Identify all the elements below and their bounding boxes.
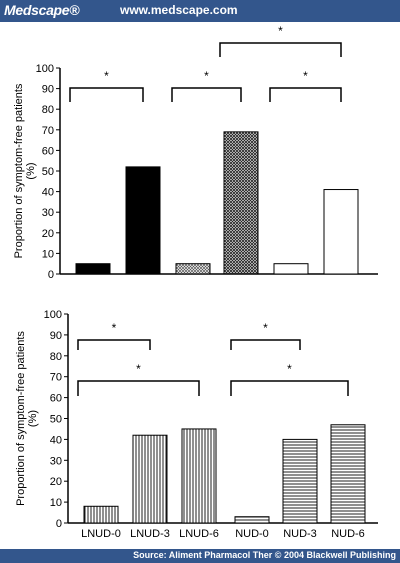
y-tick-label: 60 <box>50 393 62 405</box>
x-tick-label: LNUD-3 <box>130 528 170 540</box>
x-tick-label: All-0 <box>82 279 104 280</box>
x-tick-label: PUD-0 <box>176 279 209 280</box>
significance-star: * <box>204 69 209 83</box>
y-tick-label: 0 <box>48 269 54 280</box>
header-bar: Medscape® www.medscape.com <box>0 0 400 22</box>
significance-bracket <box>230 380 349 396</box>
bar-lnud-0 <box>83 505 119 524</box>
y-axis-label: Proportion of symptom-free patients <box>13 83 25 258</box>
significance-star: * <box>287 362 292 376</box>
significance-star: * <box>112 321 117 335</box>
y-tick-label: 80 <box>42 104 54 116</box>
y-tick-label: 30 <box>50 455 62 467</box>
significance-star: * <box>278 24 283 38</box>
y-tick-label: 10 <box>50 497 62 509</box>
x-tick-label: NPUD-0 <box>271 279 312 280</box>
bar-all-0 <box>75 263 111 275</box>
bar-nud-3 <box>282 438 318 524</box>
x-tick-label: NPUD-3 <box>321 279 362 280</box>
significance-bracket <box>69 87 144 102</box>
significance-star: * <box>263 321 268 335</box>
y-tick-label: 60 <box>42 145 54 157</box>
x-tick-label: LNUD-6 <box>179 528 219 540</box>
source-credit: Source: Aliment Pharmacol Ther © 2004 Bl… <box>133 550 396 560</box>
x-tick-label: LNUD-0 <box>81 528 121 540</box>
y-tick-label: 0 <box>56 518 62 530</box>
y-tick-label: 30 <box>42 207 54 219</box>
bar-pud-0 <box>175 263 211 275</box>
significance-bracket <box>269 87 342 102</box>
y-tick-label: 20 <box>50 476 62 488</box>
bar-all-3 <box>125 166 161 275</box>
bar-lnud-6 <box>181 428 217 524</box>
x-tick-label: NUD-6 <box>331 528 365 540</box>
x-tick-label: PUD-3 <box>224 279 257 280</box>
bar-pud-3 <box>223 131 259 275</box>
significance-bracket <box>230 339 301 350</box>
x-tick-label: All-3 <box>132 279 154 280</box>
y-tick-label: 80 <box>50 351 62 363</box>
site-url: www.medscape.com <box>120 3 238 17</box>
bar-nud-6 <box>330 424 366 524</box>
significance-bracket <box>77 339 151 350</box>
y-tick-label: 40 <box>50 434 62 446</box>
y-tick-label: 100 <box>36 63 54 75</box>
chart-bottom: 0 10 20 30 40 50 60 70 80 90 100 Proportion of symp… <box>15 309 378 540</box>
significance-star: * <box>136 362 141 376</box>
footer-bar: Source: Aliment Pharmacol Ther © 2004 Bl… <box>0 549 400 563</box>
y-tick-label: 20 <box>42 228 54 240</box>
y-tick-label: 50 <box>42 166 54 178</box>
y-axis-label-unit: (%) <box>25 162 37 179</box>
bar-lnud-3 <box>132 434 168 524</box>
significance-star: * <box>104 69 109 83</box>
significance-bracket <box>77 380 200 396</box>
y-tick-label: 70 <box>50 372 62 384</box>
chart-top: 0 10 20 30 40 50 60 70 80 90 100 Proportion of symp… <box>13 24 378 280</box>
bar-npud-3 <box>323 189 359 275</box>
significance-bracket <box>171 87 242 102</box>
bar-npud-0 <box>273 263 309 275</box>
y-axis-label-unit: (%) <box>27 410 39 427</box>
y-axis-label: Proportion of symptom-free patients <box>15 331 27 506</box>
x-tick-label: NUD-3 <box>283 528 317 540</box>
significance-star: * <box>303 69 308 83</box>
y-tick-label: 90 <box>50 330 62 342</box>
y-tick-label: 40 <box>42 187 54 199</box>
y-tick-label: 90 <box>42 84 54 96</box>
bar-nud-0 <box>234 516 270 524</box>
y-tick-label: 10 <box>42 248 54 260</box>
brand-logo: Medscape® <box>4 2 80 18</box>
y-tick-label: 50 <box>50 414 62 426</box>
y-tick-label: 100 <box>44 309 62 321</box>
x-tick-label: NUD-0 <box>235 528 269 540</box>
significance-bracket <box>219 42 342 57</box>
y-tick-label: 70 <box>42 125 54 137</box>
